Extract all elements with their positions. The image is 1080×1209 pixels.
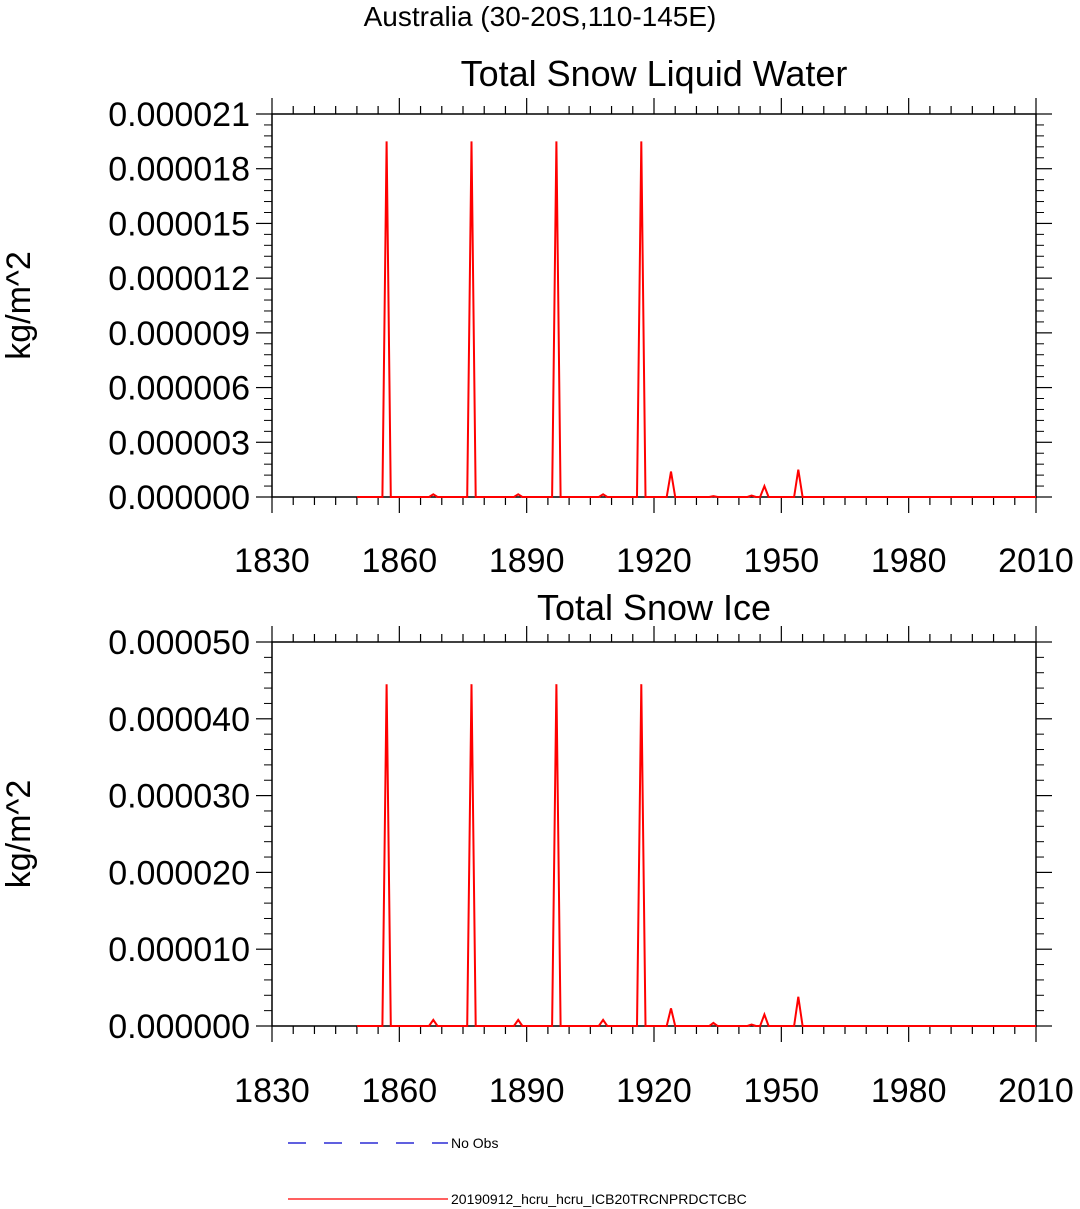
chart-0-y-tick-label: 0.000009 xyxy=(108,315,250,353)
chart-0-x-tick-label: 1920 xyxy=(616,542,692,580)
chart-0-y-tick-label: 0.000006 xyxy=(108,370,250,408)
legend-label-model: 20190912_hcru_hcru_ICB20TRCNPRDCTCBC xyxy=(451,1191,747,1207)
chart-0-x-tick-label: 1950 xyxy=(744,542,820,580)
chart-0-y-axis-label: kg/m^2 xyxy=(0,251,38,360)
chart-0-x-tick-label: 1860 xyxy=(362,542,438,580)
chart-1-x-tick-label: 2010 xyxy=(998,1072,1074,1110)
chart-1-y-tick-label: 0.000030 xyxy=(108,778,250,816)
chart-0-y-tick-label: 0.000021 xyxy=(108,96,250,134)
chart-1-title: Total Snow Ice xyxy=(537,587,771,628)
chart-0-y-tick-label: 0.000018 xyxy=(108,151,250,189)
legend: No Obs 20190912_hcru_hcru_ICB20TRCNPRDCT… xyxy=(288,1135,747,1207)
chart-1-series-line-0 xyxy=(356,684,1036,1027)
chart-1-x-tick-label: 1860 xyxy=(362,1072,438,1110)
chart-0-y-tick-label: 0.000003 xyxy=(108,424,250,462)
chart-1-y-tick-label: 0.000020 xyxy=(108,854,250,892)
chart-1-y-tick-label: 0.000040 xyxy=(108,701,250,739)
chart-0-x-tick-label: 1830 xyxy=(234,542,310,580)
legend-entry-no-obs: No Obs xyxy=(288,1135,498,1151)
main-title: Australia (30-20S,110-145E) xyxy=(364,1,717,32)
chart-1-x-tick-label: 1950 xyxy=(744,1072,820,1110)
chart-0-x-tick-label: 1980 xyxy=(871,542,947,580)
legend-entry-model: 20190912_hcru_hcru_ICB20TRCNPRDCTCBC xyxy=(288,1191,747,1207)
chart-0-y-tick-label: 0.000000 xyxy=(108,479,250,517)
chart-1-y-tick-label: 0.000000 xyxy=(108,1008,250,1046)
chart-1-y-axis-label: kg/m^2 xyxy=(0,780,38,889)
panel-total-snow-liquid-water: Total Snow Liquid Water 1830 1860 1890 1920 1… xyxy=(0,53,1074,580)
chart-1-y-tick-label: 0.000050 xyxy=(108,624,250,662)
panel-total-snow-ice: Total Snow Ice 1830 1860 1890 1920 1950 1980 20… xyxy=(0,587,1074,1110)
chart-0-y-tick-label: 0.000015 xyxy=(108,205,250,243)
chart-0-title: Total Snow Liquid Water xyxy=(461,53,848,94)
legend-label-no-obs: No Obs xyxy=(451,1135,498,1151)
chart-1-x-tick-label: 1830 xyxy=(234,1072,310,1110)
chart-0-series-line-0 xyxy=(356,141,1036,498)
chart-1-x-tick-label: 1890 xyxy=(489,1072,565,1110)
chart-1-x-tick-label: 1980 xyxy=(871,1072,947,1110)
chart-0-x-tick-label: 1890 xyxy=(489,542,565,580)
chart-1-x-tick-label: 1920 xyxy=(616,1072,692,1110)
chart-1-y-tick-label: 0.000010 xyxy=(108,931,250,969)
chart-0-x-tick-label: 2010 xyxy=(998,542,1074,580)
chart-0-y-tick-label: 0.000012 xyxy=(108,260,250,298)
